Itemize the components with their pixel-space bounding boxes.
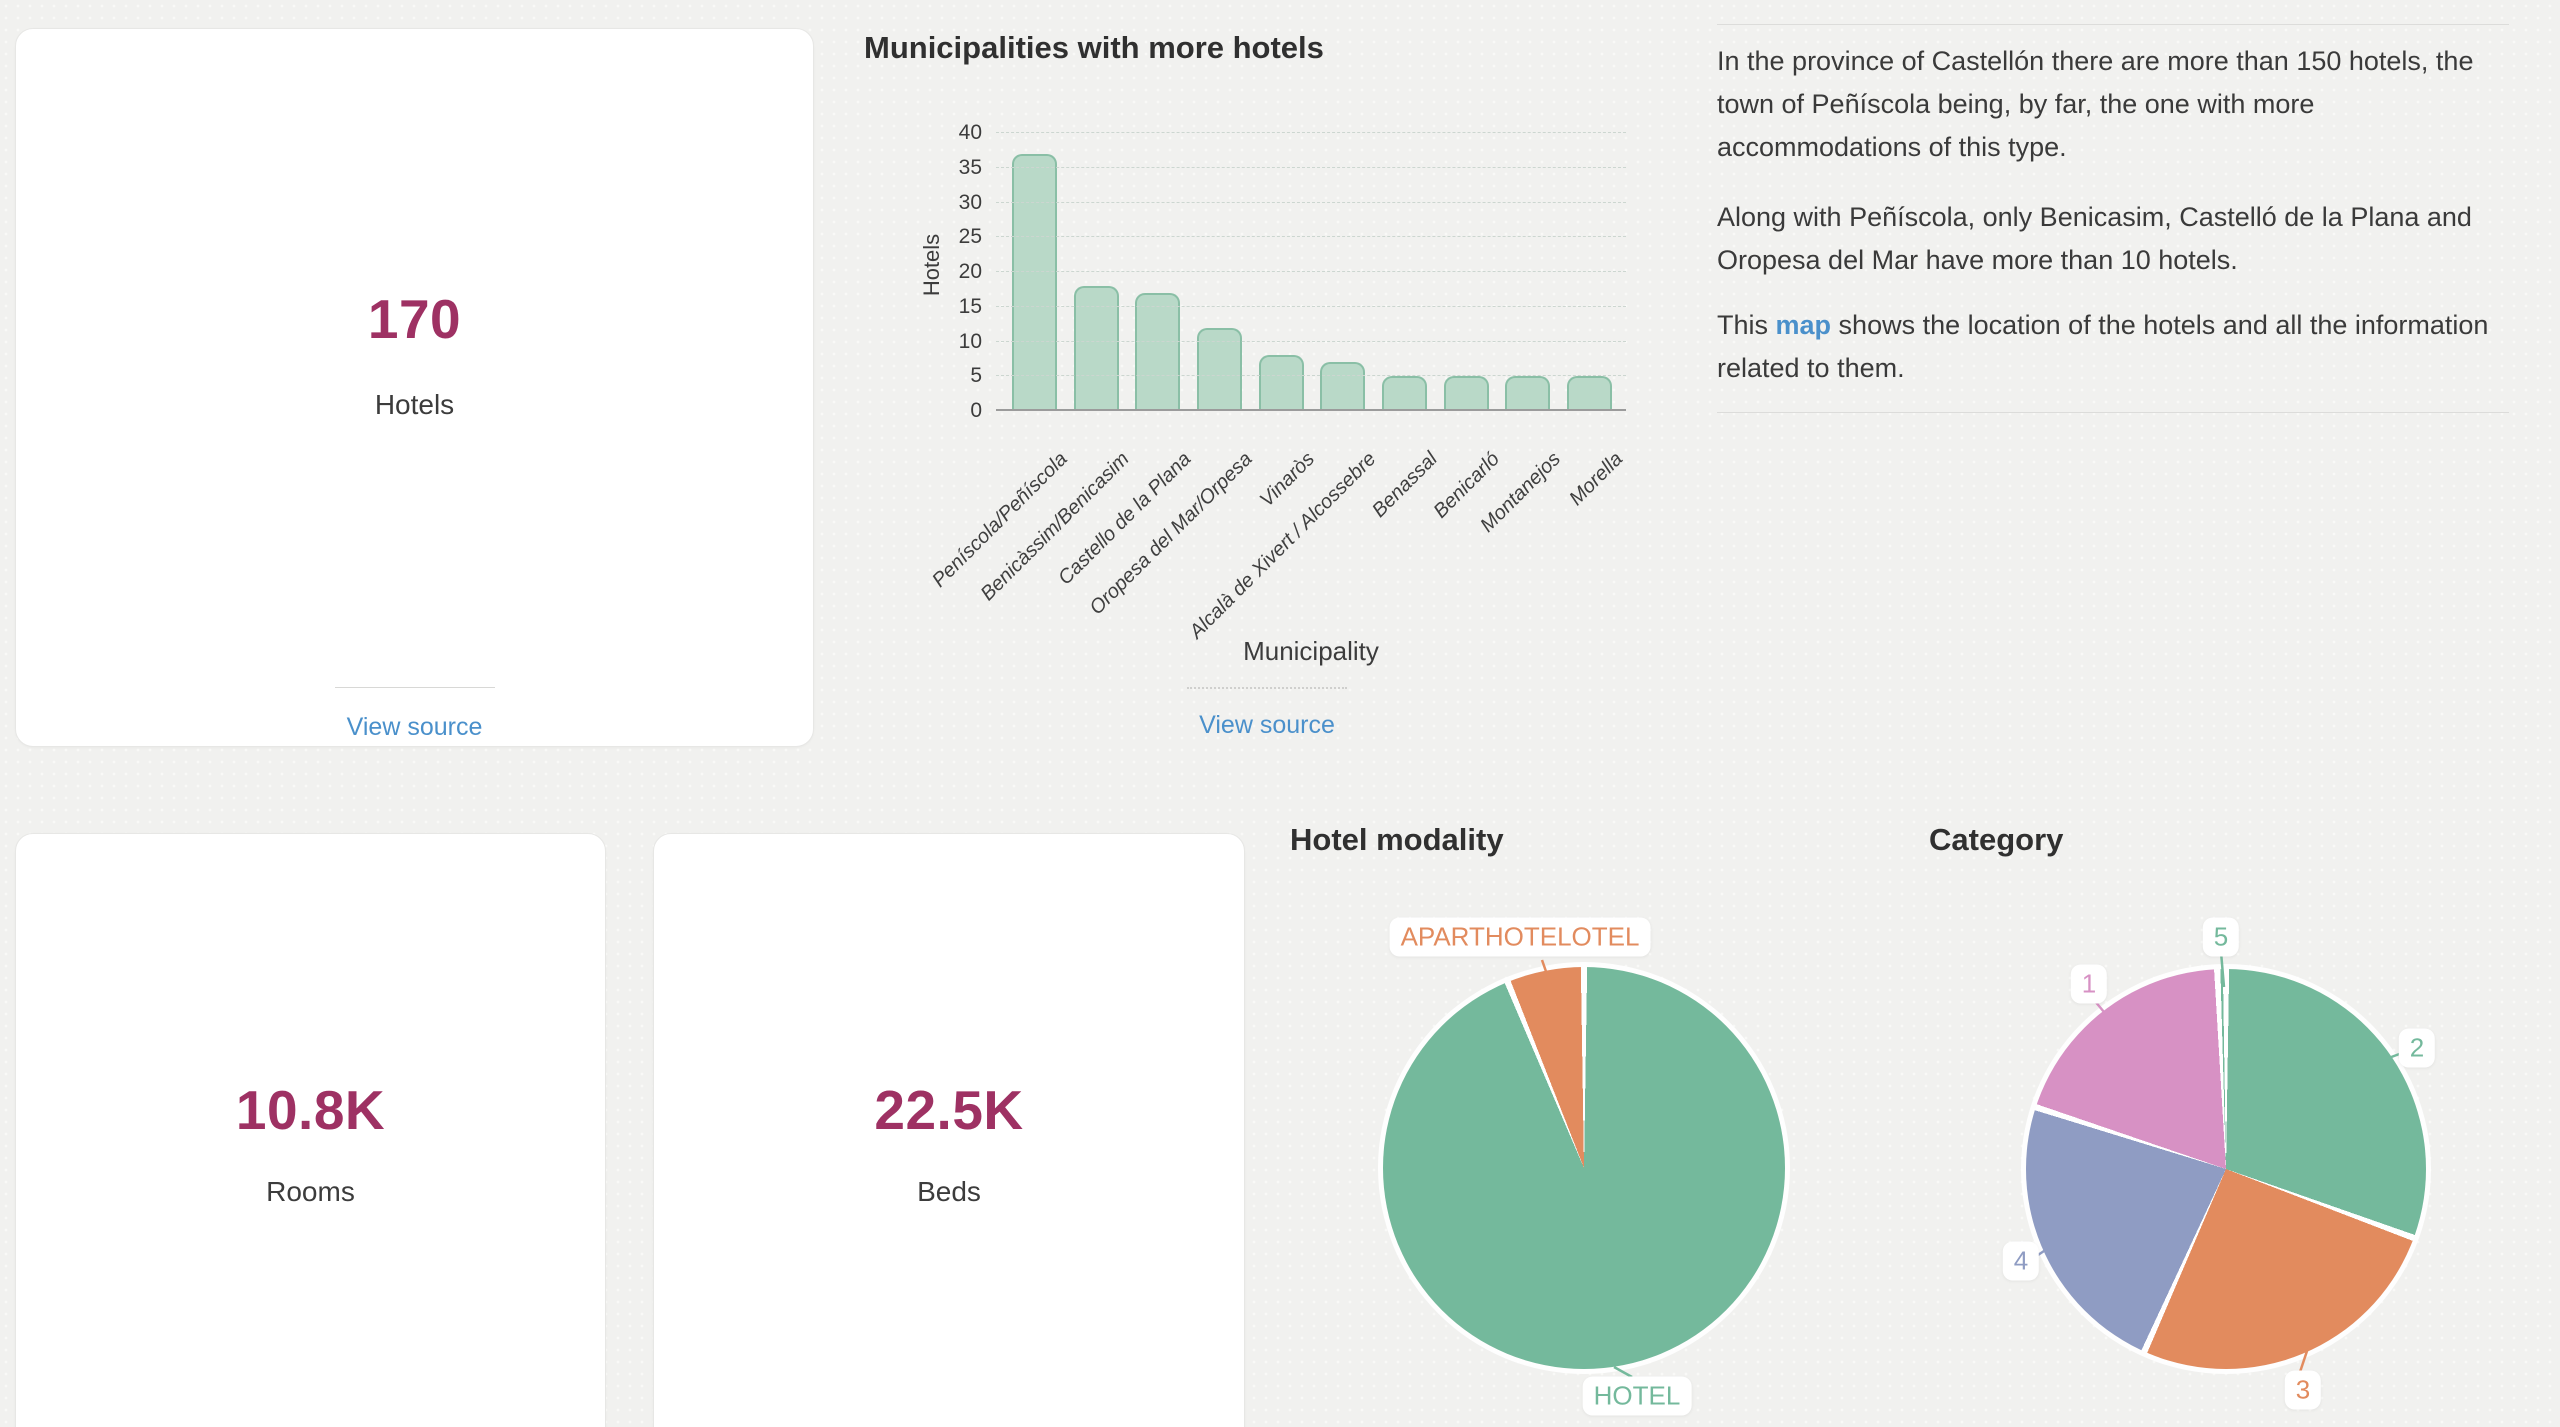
y-tick-label: 5 <box>970 364 982 388</box>
description-panel: In the province of Castellón there are m… <box>1717 0 2509 430</box>
bar-10[interactable] <box>1566 376 1612 411</box>
hotels-view-source-link[interactable]: View source <box>346 713 483 741</box>
category-chart-title: Category <box>1929 822 2064 857</box>
bar-9[interactable] <box>1505 376 1551 411</box>
y-tick-label: 20 <box>958 260 982 283</box>
panel-divider-bottom <box>1717 412 2509 413</box>
bar-7[interactable] <box>1381 376 1427 411</box>
panel-divider-top <box>1717 24 2509 25</box>
modality-chart-title: Hotel modality <box>1290 822 1504 857</box>
modality-pie-chart[interactable] <box>1383 967 1785 1369</box>
hotels-count-value: 170 <box>367 288 462 350</box>
bar-1[interactable] <box>1012 153 1057 411</box>
card-rooms: 10.8K Rooms <box>15 833 606 1427</box>
x-category-label: Benassal <box>1368 448 1443 522</box>
y-tick-label: 40 <box>958 121 982 144</box>
card-divider <box>334 687 495 688</box>
pie-label-2: 2 <box>2398 1028 2436 1068</box>
hotels-count-label: Hotels <box>374 389 455 420</box>
bar-4[interactable] <box>1196 327 1242 411</box>
x-category-label: Morella <box>1565 448 1628 510</box>
beds-count-value: 22.5K <box>874 1079 1024 1141</box>
bar-5[interactable] <box>1258 355 1304 411</box>
y-tick-label: 35 <box>958 155 982 179</box>
bar-8[interactable] <box>1443 376 1489 411</box>
chart-divider <box>1187 687 1347 689</box>
pie-label-4: 4 <box>2002 1241 2040 1281</box>
x-axis-title: Municipality <box>1243 636 1379 666</box>
bar-6[interactable] <box>1320 362 1366 411</box>
pie-label-hotel: HOTEL <box>1582 1376 1692 1416</box>
bar-3[interactable] <box>1135 292 1181 411</box>
chart-view-source-link[interactable]: View source <box>1199 711 1335 739</box>
bar-chart-plot: Hotels 0 5 10 15 20 25 30 35 40 Peníscola/Peñísco… <box>919 120 1627 643</box>
leader-line-hotel <box>1613 1365 1633 1379</box>
map-link[interactable]: map <box>1775 310 1832 340</box>
paragraph-hotel-count: In the province of Castellón there are m… <box>1717 46 2474 162</box>
bars-container <box>1012 120 1612 411</box>
pie-label-aparthotelotel: APARTHOTELOTEL <box>1389 917 1651 957</box>
pie-label-1: 1 <box>2070 964 2108 1004</box>
y-tick-label: 30 <box>958 190 982 214</box>
bar-2[interactable] <box>1073 285 1119 411</box>
paragraph-map: This map shows the location of the hotel… <box>1717 304 2509 390</box>
y-tick-label: 10 <box>958 329 982 353</box>
rooms-count-label: Rooms <box>266 1176 355 1207</box>
pie-label-3: 3 <box>2284 1370 2322 1410</box>
category-pie-chart[interactable] <box>2026 969 2426 1369</box>
pie-label-5: 5 <box>2202 917 2240 957</box>
y-tick-label: 25 <box>958 225 982 249</box>
y-tick-label: 15 <box>958 294 982 318</box>
y-tick-label: 0 <box>970 399 982 422</box>
card-hotels: 170 Hotels View source <box>15 28 814 747</box>
card-beds: 22.5K Beds <box>653 833 1245 1427</box>
bar-chart-title: Municipalities with more hotels <box>864 30 1324 65</box>
rooms-count-value: 10.8K <box>235 1079 386 1141</box>
paragraph-municipalities: Along with Peñíscola, only Benicasim, Ca… <box>1717 202 2472 275</box>
beds-count-label: Beds <box>917 1176 981 1207</box>
paragraph-map-before: This <box>1717 310 1776 340</box>
paragraph-map-after: shows the location of the hotels and all… <box>1717 310 2489 383</box>
